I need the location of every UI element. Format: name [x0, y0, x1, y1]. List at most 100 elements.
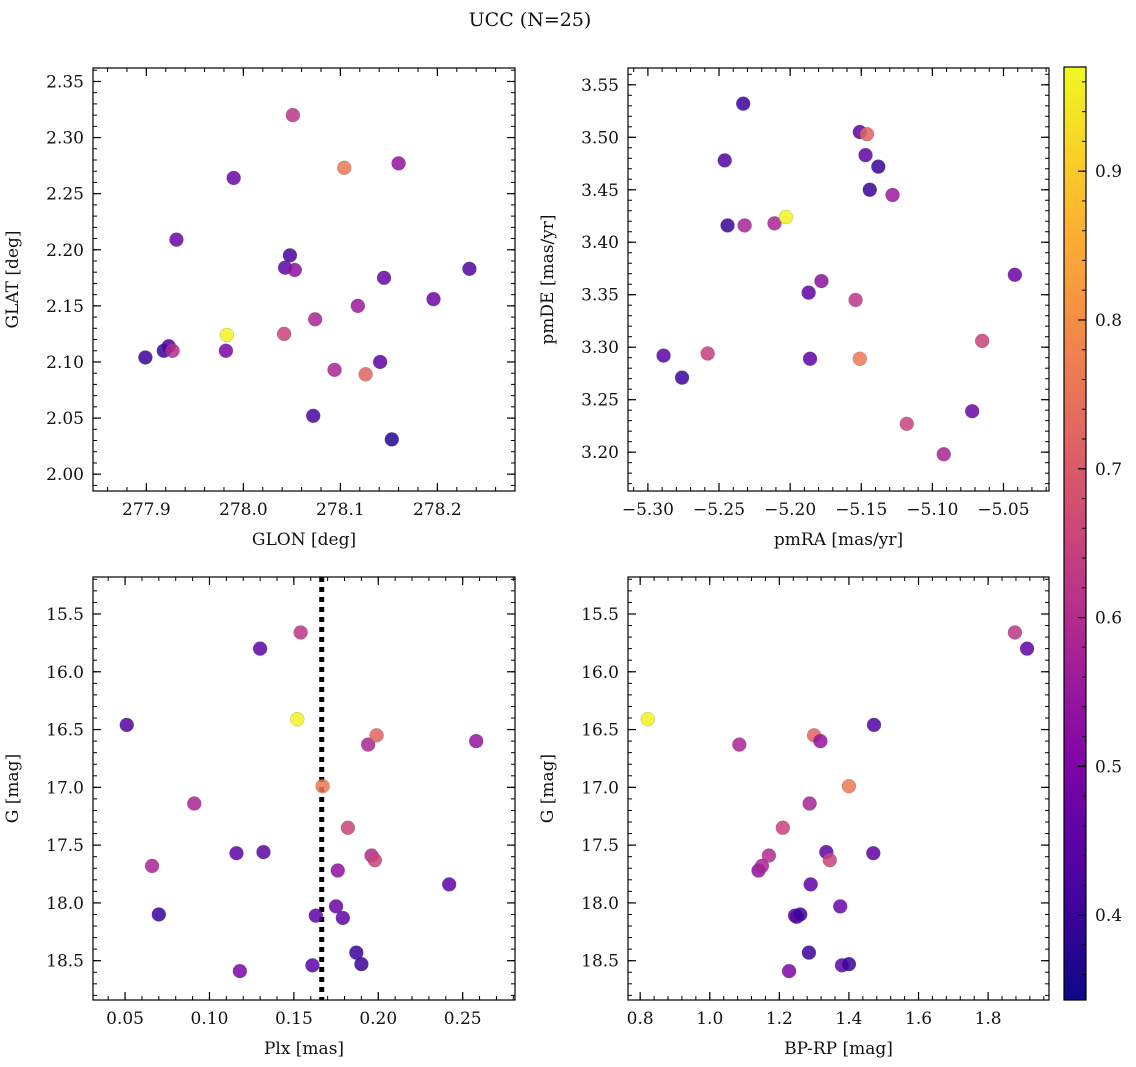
data-point — [350, 298, 366, 314]
points — [138, 107, 477, 447]
y-tick-label: 2.25 — [46, 185, 84, 205]
y-tick-label: 3.35 — [581, 286, 619, 306]
data-point — [801, 945, 817, 960]
x-tick-label: 277.9 — [122, 500, 171, 520]
data-point — [391, 156, 406, 171]
data-point — [315, 778, 330, 794]
data-point — [859, 126, 875, 142]
data-point — [358, 367, 373, 382]
x-tick-label: 0.15 — [275, 1009, 313, 1029]
x-tick-label: 0.8 — [627, 1009, 654, 1029]
y-tick-label: 2.15 — [46, 297, 84, 317]
x-tick-label: −5.30 — [622, 500, 674, 520]
data-point — [327, 362, 342, 378]
data-point — [700, 346, 715, 361]
data-point — [360, 737, 376, 752]
data-point — [287, 262, 302, 278]
colorbar-frame — [1063, 66, 1087, 1001]
data-point — [468, 733, 484, 749]
data-point — [441, 877, 457, 892]
x-tick-label: 0.10 — [191, 1009, 229, 1029]
data-point — [732, 737, 747, 752]
minor-ticks — [628, 68, 1049, 491]
figure-title: UCC (N=25) — [469, 9, 592, 31]
x-tick-label: −5.10 — [906, 500, 958, 520]
y-axis-label: pmDE [mas/yr] — [538, 214, 558, 344]
data-point — [165, 343, 180, 358]
plot-frame — [627, 576, 1050, 1001]
plot-frame — [92, 67, 516, 492]
data-point — [307, 312, 323, 327]
y-tick-label: 16.0 — [581, 663, 619, 683]
data-point — [852, 351, 868, 366]
data-point — [372, 354, 388, 370]
data-point — [802, 796, 817, 811]
data-point — [1007, 267, 1023, 282]
data-point — [252, 641, 268, 656]
data-point — [369, 728, 384, 743]
x-axis-label: pmRA [mas/yr] — [774, 530, 903, 550]
data-point — [754, 858, 770, 874]
x-axis-label: GLON [deg] — [252, 530, 356, 550]
data-point — [330, 863, 345, 878]
scatter-panel-3: 0.05 0.10 0.15 0.20 0.25 15.5 16.0 16.5 17.0 17.5… — [3, 576, 516, 1059]
data-point — [936, 447, 951, 462]
data-point — [822, 852, 838, 868]
x-tick-label: 0.20 — [359, 1009, 397, 1029]
points — [119, 625, 484, 979]
data-point — [290, 711, 305, 727]
points — [640, 625, 1035, 979]
data-point — [229, 846, 244, 861]
y-tick-label: 18.5 — [46, 952, 84, 972]
data-point — [640, 711, 656, 727]
data-point — [1007, 625, 1023, 640]
data-point — [767, 216, 782, 231]
data-point — [802, 351, 818, 366]
y-tick-label: 3.25 — [581, 391, 619, 411]
y-tick-label: 15.5 — [46, 605, 84, 625]
minor-ticks — [93, 577, 515, 1000]
plot-frame — [627, 67, 1050, 492]
data-point — [841, 956, 857, 972]
data-point — [858, 147, 873, 163]
data-point — [871, 159, 886, 174]
data-point — [462, 261, 477, 277]
y-tick-label: 17.5 — [46, 836, 84, 856]
data-point — [218, 343, 234, 358]
x-axis-label: BP-RP [mag] — [784, 1039, 893, 1059]
data-point — [305, 958, 320, 973]
data-point — [841, 778, 857, 794]
data-point — [285, 107, 301, 123]
y-axis-label: GLAT [deg] — [3, 230, 23, 328]
plot-frame — [92, 576, 516, 1001]
y-tick-label: 15.5 — [581, 605, 619, 625]
colorbar-tick-label: 0.7 — [1095, 460, 1122, 480]
x-tick-label: −5.25 — [693, 500, 745, 520]
data-point — [354, 956, 369, 972]
y-tick-label: 2.10 — [46, 353, 84, 373]
y-tick-label: 2.00 — [46, 465, 84, 485]
y-tick-label: 3.30 — [581, 338, 619, 358]
data-point — [232, 963, 248, 979]
data-point — [813, 733, 828, 749]
data-point — [144, 858, 160, 874]
data-point — [337, 160, 352, 176]
x-tick-label: 278.0 — [219, 500, 268, 520]
data-point — [1019, 641, 1035, 656]
x-tick-label: −5.05 — [977, 500, 1029, 520]
data-point — [761, 848, 777, 863]
colorbar-gradient — [1064, 67, 1086, 1000]
data-point — [833, 899, 848, 914]
data-point — [899, 416, 914, 432]
data-point — [282, 248, 298, 263]
x-tick-label: 1.6 — [905, 1009, 932, 1029]
x-tick-label: 0.05 — [106, 1009, 144, 1029]
x-axis-label: Plx [mas] — [264, 1039, 344, 1059]
y-tick-label: 3.40 — [581, 233, 619, 253]
y-tick-label: 16.5 — [581, 721, 619, 741]
data-point — [308, 908, 324, 923]
data-point — [801, 285, 816, 300]
y-tick-label: 2.05 — [46, 409, 84, 429]
data-point — [119, 717, 134, 733]
